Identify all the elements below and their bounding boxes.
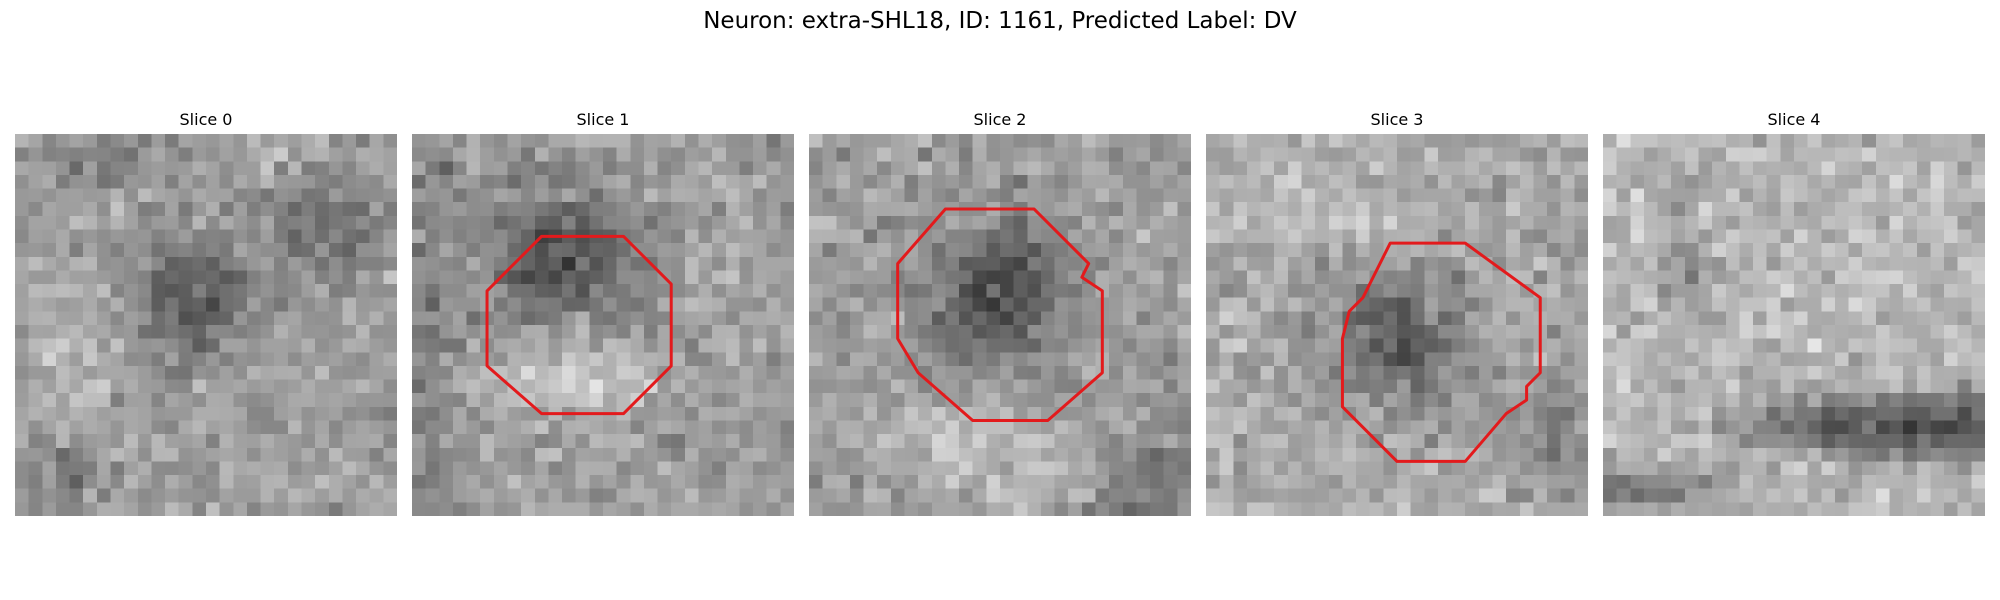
slice-image: [412, 134, 794, 516]
slice-image: [809, 134, 1191, 516]
slice-title: Slice 4: [1767, 110, 1821, 129]
slice-panel-3: Slice 3: [1206, 108, 1588, 516]
slice-panel-0: Slice 0: [15, 108, 397, 516]
figure-title: Neuron: extra-SHL18, ID: 1161, Predicted…: [703, 8, 1297, 34]
roi-contour: [485, 234, 673, 416]
slice-image: [1603, 134, 1985, 516]
slice-image-svg: [15, 134, 397, 516]
slice-image-svg: [1206, 134, 1588, 516]
slice-panel-2: Slice 2: [809, 108, 1191, 516]
roi-contour: [1340, 241, 1542, 463]
slice-image-svg: [412, 134, 794, 516]
slice-panel-4: Slice 4: [1603, 108, 1985, 516]
roi-contour: [896, 207, 1104, 423]
slice-panel-1: Slice 1: [412, 108, 794, 516]
slice-image: [15, 134, 397, 516]
slice-title: Slice 0: [179, 110, 233, 129]
slice-title: Slice 3: [1370, 110, 1424, 129]
slice-title: Slice 1: [576, 110, 630, 129]
slice-title: Slice 2: [973, 110, 1027, 129]
slice-image: [1206, 134, 1588, 516]
slice-image-svg: [809, 134, 1191, 516]
slice-image-svg: [1603, 134, 1985, 516]
